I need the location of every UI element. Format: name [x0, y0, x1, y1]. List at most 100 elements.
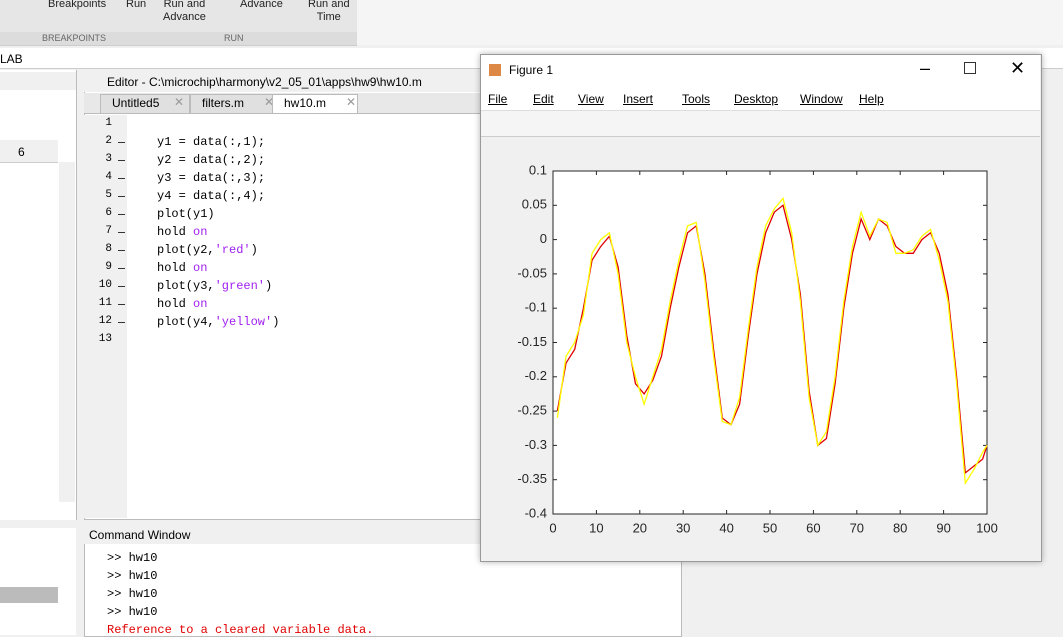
- section-bar: [0, 32, 357, 45]
- command-line: >> hw10: [107, 569, 158, 583]
- command-line: >> hw10: [107, 605, 158, 619]
- line-number: 6: [105, 207, 112, 219]
- line-number: 1: [105, 117, 112, 129]
- column-label: 6: [18, 145, 25, 159]
- toolstrip-button[interactable]: Run and Time: [308, 0, 350, 23]
- tab-label[interactable]: Untitled5: [112, 96, 160, 110]
- code-token: y3 = data(:,3);: [157, 171, 266, 185]
- x-tick-label: 30: [676, 520, 690, 535]
- code-token: on: [193, 225, 208, 239]
- line-number: 11: [98, 297, 112, 309]
- figure-title: Figure 1: [509, 63, 554, 77]
- code-token: plot(y1): [157, 207, 215, 221]
- line-number: 2: [105, 135, 112, 147]
- line-number: 13: [98, 333, 112, 345]
- y-tick-label: -0.3: [525, 437, 547, 452]
- y-tick-label: -0.35: [517, 471, 547, 486]
- x-tick-label: 100: [976, 520, 998, 535]
- y-tick-label: -0.2: [525, 368, 547, 383]
- figure-icon: [489, 64, 501, 76]
- code-token: hold: [157, 297, 194, 311]
- x-tick-label: 70: [850, 520, 864, 535]
- scrollbar: [59, 162, 75, 502]
- menu-item[interactable]: View: [578, 92, 604, 106]
- y-tick-label: -0.1: [525, 300, 547, 315]
- selected-row: [0, 587, 58, 603]
- y-tick-label: -0.15: [517, 334, 547, 349]
- tab-label[interactable]: filters.m: [202, 96, 244, 110]
- section-label: BREAKPOINTS: [42, 33, 107, 43]
- tab[interactable]: [100, 94, 190, 114]
- y-tick-label: -0.05: [517, 265, 547, 280]
- command-title: Command Window: [89, 528, 191, 542]
- gutter: [84, 115, 127, 518]
- y-tick-label: -0.25: [517, 403, 547, 418]
- code-token: plot(y2,: [157, 243, 215, 257]
- workspace-panel: [0, 528, 76, 635]
- tab-close[interactable]: ✕: [174, 95, 185, 109]
- toolstrip-button[interactable]: Run and Advance: [163, 0, 206, 23]
- command-error: Reference to a cleared variable data.: [107, 623, 374, 637]
- column-header: [0, 140, 58, 163]
- menu-item[interactable]: Desktop: [734, 92, 779, 106]
- tab-close[interactable]: ✕: [346, 95, 357, 109]
- breakpoint-dash: [118, 160, 125, 161]
- menu-item[interactable]: Window: [800, 92, 843, 106]
- x-tick-label: 0: [549, 520, 556, 535]
- toolstrip-button[interactable]: Run: [126, 0, 147, 10]
- menu-item[interactable]: File: [488, 92, 508, 106]
- breakpoint-dash: [118, 268, 125, 269]
- x-tick-label: 60: [806, 520, 820, 535]
- command-line: >> hw10: [107, 587, 158, 601]
- menu-item[interactable]: Help: [859, 92, 884, 106]
- breakpoint-dash: [118, 214, 125, 215]
- breakpoint-dash: [118, 286, 125, 287]
- x-tick-label: 50: [763, 520, 777, 535]
- line-number: 3: [105, 153, 112, 165]
- line-number: 8: [105, 243, 112, 255]
- code-token: 'green': [214, 279, 266, 293]
- toolstrip-button[interactable]: Advance: [240, 0, 283, 10]
- menu-item[interactable]: Edit: [533, 92, 554, 106]
- menu-item[interactable]: Tools: [682, 92, 711, 106]
- code-token: 'red': [214, 243, 251, 257]
- code-token: ): [250, 243, 258, 257]
- series-line: [556, 197, 988, 486]
- breakpoint-dash: [118, 322, 125, 323]
- toolstrip-button[interactable]: Breakpoints: [48, 0, 107, 10]
- figure-titlebar: [481, 55, 1040, 88]
- code-token: y4 = data(:,4);: [157, 189, 266, 203]
- plot-area: [552, 170, 988, 515]
- panel-header: [0, 72, 76, 90]
- section-label: RUN: [224, 33, 244, 43]
- line-number: 4: [105, 171, 112, 183]
- x-tick-label: 10: [589, 520, 603, 535]
- x-tick-label: 20: [633, 520, 647, 535]
- menu-item[interactable]: Insert: [623, 92, 654, 106]
- tab-label[interactable]: hw10.m: [284, 96, 327, 110]
- maximize[interactable]: [964, 62, 976, 74]
- y-tick-label: 0: [540, 231, 547, 246]
- code-token: hold: [157, 225, 194, 239]
- figure-toolbar: [481, 111, 1040, 137]
- tab[interactable]: [272, 94, 358, 114]
- tab-close[interactable]: ✕: [264, 95, 275, 109]
- minimize[interactable]: –: [920, 58, 931, 78]
- breakpoint-dash: [118, 196, 125, 197]
- x-tick-label: 80: [893, 520, 907, 535]
- menu-bar: [481, 88, 1040, 111]
- code-token: y1 = data(:,1);: [157, 135, 266, 149]
- line-number: 7: [105, 225, 112, 237]
- y-tick-label: -0.4: [525, 505, 547, 520]
- x-tick-label: 90: [936, 520, 950, 535]
- y-tick-label: 0.1: [529, 162, 547, 177]
- code-token: 'yellow': [214, 315, 273, 329]
- line-number: 5: [105, 189, 112, 201]
- code-token: plot(y3,: [157, 279, 215, 293]
- breakpoint-dash: [118, 142, 125, 143]
- command-line: >> hw10: [107, 551, 158, 565]
- toolstrip-blank: [357, 0, 1063, 45]
- close[interactable]: ✕: [1010, 58, 1026, 78]
